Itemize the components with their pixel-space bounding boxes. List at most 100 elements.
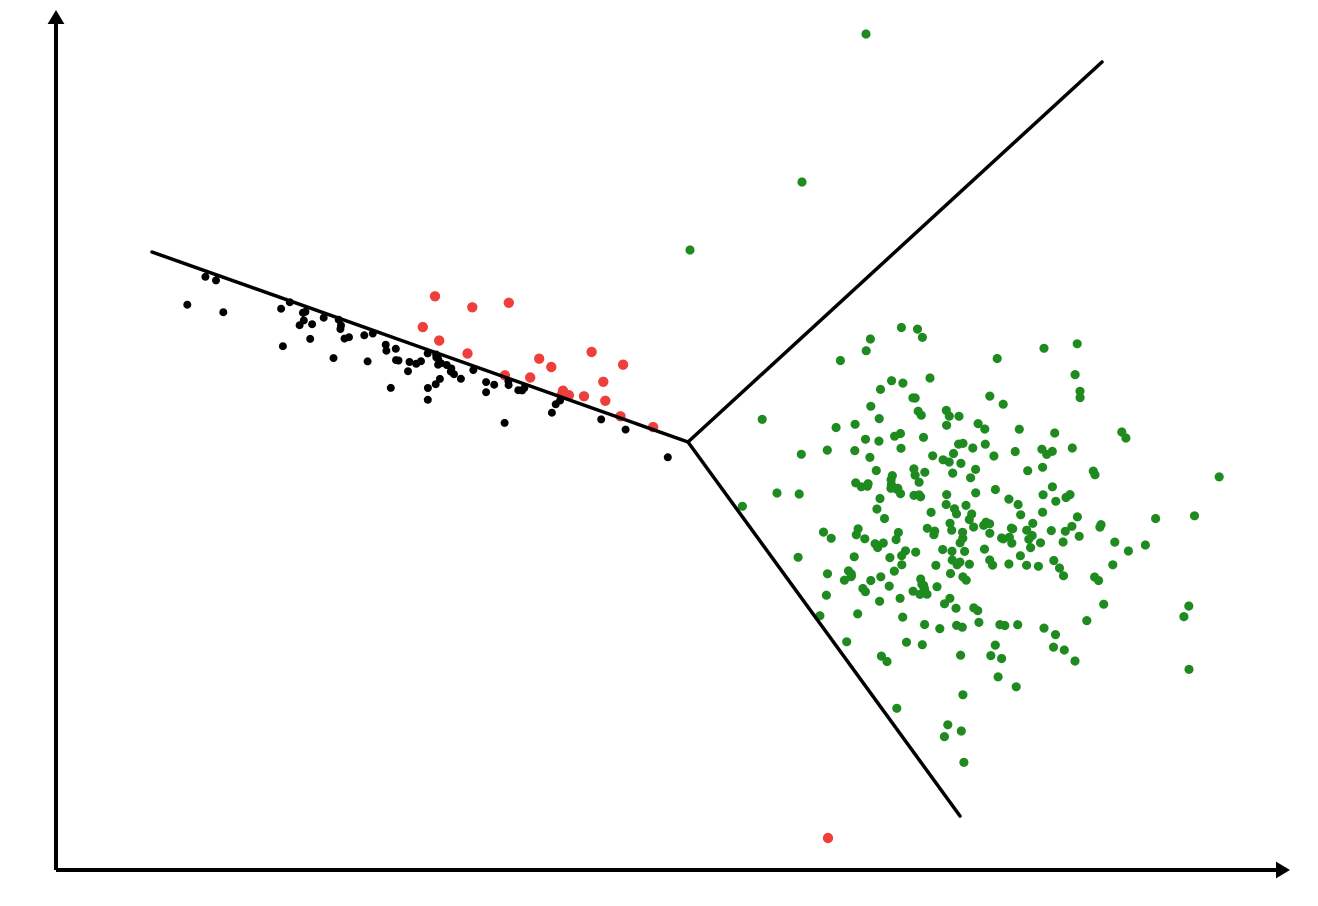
boundary-line (152, 252, 688, 442)
green-point (1012, 682, 1021, 691)
green-point (819, 528, 828, 537)
green-point (887, 376, 896, 385)
black-point (482, 388, 490, 396)
green-point (966, 473, 975, 482)
green-point (1141, 540, 1150, 549)
green-point (955, 558, 964, 567)
black-point (183, 301, 191, 309)
green-point (1051, 630, 1060, 639)
green-point (940, 732, 949, 741)
green-point (898, 379, 907, 388)
axes (48, 10, 1290, 878)
boundary-line (688, 62, 1102, 442)
black-point (622, 426, 630, 434)
green-point (986, 651, 995, 660)
black-point (482, 378, 490, 386)
green-point (994, 672, 1003, 681)
green-point (985, 529, 994, 538)
green-point (896, 489, 905, 498)
green-point (949, 449, 958, 458)
green-point (918, 640, 927, 649)
green-point (832, 423, 841, 432)
green-point (1061, 527, 1070, 536)
green-point (1215, 472, 1224, 481)
green-point (958, 572, 967, 581)
green-point (929, 530, 938, 539)
green-point (956, 651, 965, 660)
green-point (1007, 524, 1016, 533)
black-point (392, 345, 400, 353)
green-point (918, 333, 927, 342)
y-axis-arrow-icon (48, 10, 65, 24)
green-point (879, 538, 888, 547)
green-point (951, 604, 960, 613)
green-point (985, 519, 994, 528)
black-point (212, 276, 220, 284)
green-point (875, 414, 884, 423)
green-point (1108, 560, 1117, 569)
green-point (758, 415, 767, 424)
green-point (1022, 561, 1031, 570)
green-point (872, 466, 881, 475)
black-point (308, 320, 316, 328)
green-point (866, 402, 875, 411)
red-point (418, 322, 428, 332)
green-point (876, 572, 885, 581)
green-point (1023, 466, 1032, 475)
green-point (927, 508, 936, 517)
green-point (1073, 339, 1082, 348)
decision-boundaries (152, 62, 1102, 816)
black-point (382, 347, 390, 355)
green-point (1036, 538, 1045, 547)
green-point (864, 479, 873, 488)
green-point (853, 609, 862, 618)
black-point (279, 342, 287, 350)
green-point (957, 726, 966, 735)
red-point (467, 302, 477, 312)
black-point (330, 354, 338, 362)
outlier-point (797, 177, 806, 186)
green-point (948, 469, 957, 478)
green-point (969, 603, 978, 612)
green-point (932, 582, 941, 591)
black-point (296, 321, 304, 329)
green-point (892, 535, 901, 544)
green-point (1095, 523, 1104, 532)
black-point (597, 415, 605, 423)
green-point (1013, 620, 1022, 629)
green-point (1049, 556, 1058, 565)
green-point (914, 407, 923, 416)
green-point (794, 553, 803, 562)
black-point (490, 381, 498, 389)
green-point (1024, 535, 1033, 544)
black-point (424, 384, 432, 392)
green-point (897, 560, 906, 569)
green-point (971, 488, 980, 497)
black-point (548, 409, 556, 417)
black-point (424, 396, 432, 404)
green-point (928, 451, 937, 460)
red-point (618, 360, 628, 370)
green-point (1110, 538, 1119, 547)
green-point (1038, 463, 1047, 472)
outlier-point (861, 29, 870, 38)
green-point (1048, 447, 1057, 456)
green-point (1039, 344, 1048, 353)
green-point (1016, 551, 1025, 560)
green-point (997, 654, 1006, 663)
green-point (940, 599, 949, 608)
green-point (1049, 643, 1058, 652)
green-point (988, 561, 997, 570)
green-point (1004, 495, 1013, 504)
green-point (911, 393, 920, 402)
black-point (219, 308, 227, 316)
green-point (909, 587, 918, 596)
black-point (501, 419, 509, 427)
black-point (664, 453, 672, 461)
green-point (823, 569, 832, 578)
green-point (1124, 546, 1133, 555)
red-point (525, 372, 535, 382)
green-point (875, 494, 884, 503)
green-point (942, 421, 951, 430)
green-point (1059, 537, 1068, 546)
